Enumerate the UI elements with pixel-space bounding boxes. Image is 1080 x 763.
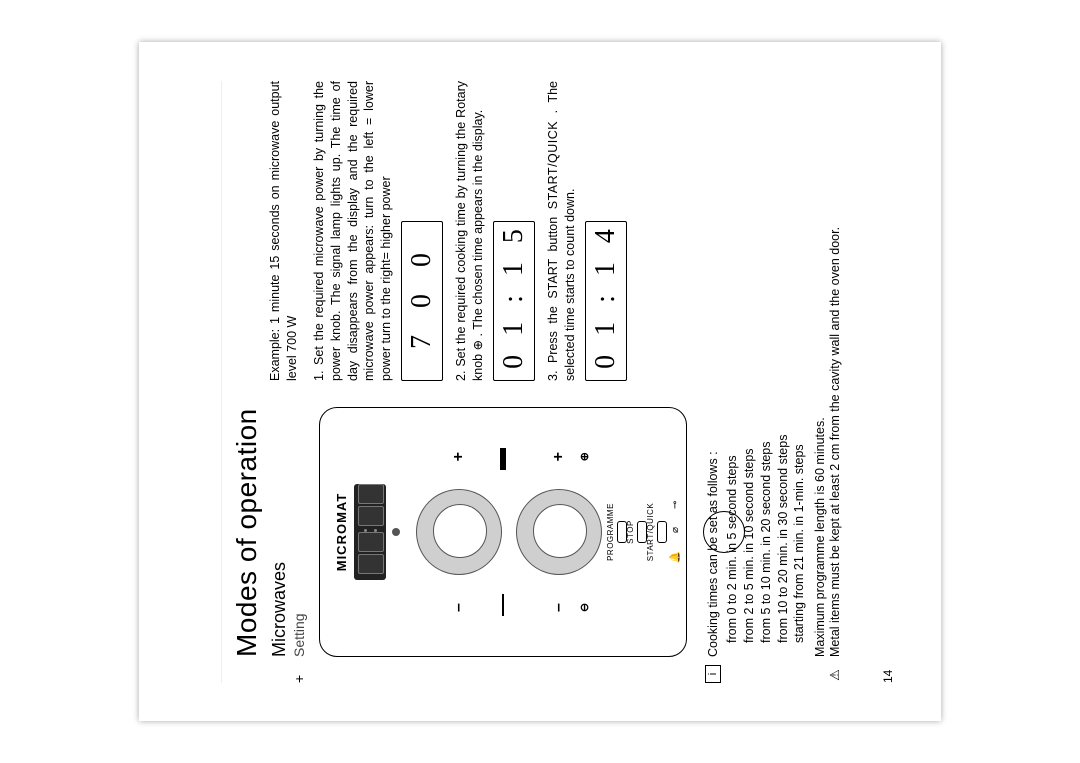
- step-2: 2. Set the required cooking time by turn…: [453, 81, 487, 381]
- startquick-label: START/QUICK: [646, 503, 655, 562]
- power-minus: –: [450, 603, 468, 612]
- metal-warning: Metal items must be kept at least 2 cm f…: [827, 81, 844, 657]
- power-plus: +: [450, 452, 468, 461]
- example-text: Example: 1 minute 15 seconds on microwav…: [267, 81, 301, 381]
- section-subtitle: Microwaves: [269, 562, 290, 657]
- programme-label: PROGRAMME: [606, 503, 615, 561]
- instruction-column: Example: 1 minute 15 seconds on microwav…: [267, 81, 637, 381]
- brand-label: MICROMAT: [334, 493, 349, 572]
- time-sym-left: ⊖: [578, 603, 591, 612]
- info-icon: i: [705, 665, 721, 683]
- lcd-display: [354, 484, 386, 580]
- page-number: 14: [881, 670, 895, 683]
- page-title: Modes of operation: [231, 408, 263, 657]
- stop-label: STOP: [626, 520, 635, 544]
- display-0115: 0 1 : 1 5: [493, 221, 535, 381]
- ct-line-1: from 0 to 2 min. in 5 second steps: [724, 81, 741, 657]
- section-setting: Setting: [291, 613, 307, 657]
- time-minus: –: [550, 603, 568, 612]
- stop-row: STOP: [626, 408, 647, 656]
- programme-row: PROGRAMME: [606, 408, 627, 656]
- signal-led: [392, 528, 400, 536]
- symbol-row: 🔔 ⌀ ⊸: [670, 408, 681, 656]
- startquick-row: START/QUICK: [646, 408, 667, 656]
- cooking-times-note: Cooking times can be set as follows : fr…: [705, 81, 829, 657]
- ct-line-4: from 10 to 20 min. in 30 second steps: [775, 81, 792, 657]
- ct-max: Maximum programme length is 60 minutes.: [813, 417, 827, 657]
- time-plus: +: [550, 452, 568, 461]
- step-1: 1. Set the required microwave power by t…: [311, 81, 395, 381]
- display-700: 7 0 0: [401, 221, 443, 381]
- plus-mark: +: [291, 675, 307, 683]
- rotary-knob[interactable]: [516, 489, 602, 575]
- control-panel: MICROMAT – + – + ⊖ ⊕ PROGRAMME: [319, 407, 687, 657]
- lock-icon: ⌀: [670, 527, 681, 533]
- startquick-button[interactable]: [657, 521, 667, 543]
- power-bar-high: [500, 448, 506, 470]
- warning-icon: ⚠: [827, 667, 843, 683]
- time-sym-right: ⊕: [578, 452, 591, 461]
- step-3a: 3. Press the START button: [546, 209, 560, 381]
- rule: [221, 81, 222, 683]
- step-3: 3. Press the START button START/QUICK . …: [545, 81, 579, 381]
- ct-line-3: from 5 to 10 min. in 20 second steps: [758, 81, 775, 657]
- bell-icon: 🔔: [670, 551, 681, 563]
- key-icon: ⊸: [670, 501, 681, 509]
- ct-line-5: starting from 21 min. in 1-min. steps: [791, 81, 808, 657]
- power-knob[interactable]: [416, 489, 502, 575]
- ct-line-2: from 2 to 5 min. in 10 second steps: [741, 81, 758, 657]
- power-bar-low: [502, 594, 504, 616]
- step-3-startquick: START/QUICK: [546, 121, 560, 209]
- cooking-times-intro: Cooking times can be set as follows :: [706, 451, 720, 657]
- display-0114: 0 1 : 1 4: [585, 221, 627, 381]
